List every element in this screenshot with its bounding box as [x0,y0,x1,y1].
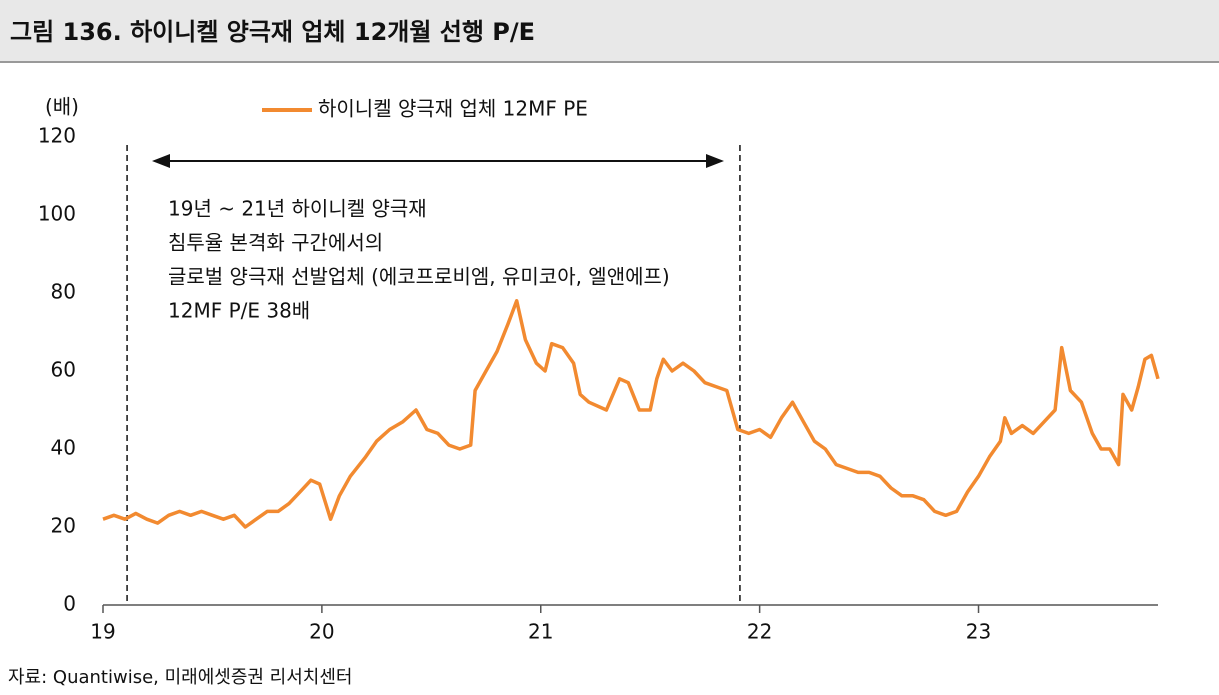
y-tick-label: 0 [63,592,76,616]
arrow-head [706,154,724,168]
y-tick-label: 40 [51,436,76,460]
x-tick-label: 22 [747,620,772,644]
x-tick-label: 21 [528,620,553,644]
y-tick-label: 100 [38,202,76,226]
y-tick-label: 20 [51,514,76,538]
chart-title: 그림 136. 하이니켈 양극재 업체 12개월 선행 P/E [10,18,535,46]
x-tick-label: 20 [309,620,334,644]
y-tick-label: 80 [51,280,76,304]
arrow-head [152,154,170,168]
annotation: 침투율 본격화 구간에서의 [168,231,383,255]
x-tick-label: 23 [966,620,991,644]
annotation: 글로벌 양극재 선발업체 (에코프로비엠, 유미코아, 엘앤에프) [168,265,670,289]
y-unit: (배) [45,95,79,119]
annotation: 19년 ~ 21년 하이니켈 양극재 [168,197,427,221]
source: 자료: Quantiwise, 미래에셋증권 리서치센터 [8,667,352,688]
y-tick-label: 60 [51,358,76,382]
y-tick-label: 120 [38,124,76,148]
series-line [102,299,1160,529]
title-bar [0,0,1219,62]
x-tick-label: 19 [90,620,115,644]
annotation: 12MF P/E 38배 [168,299,310,323]
legend-label: 하이니켈 양극재 업체 12MF PE [318,97,588,121]
